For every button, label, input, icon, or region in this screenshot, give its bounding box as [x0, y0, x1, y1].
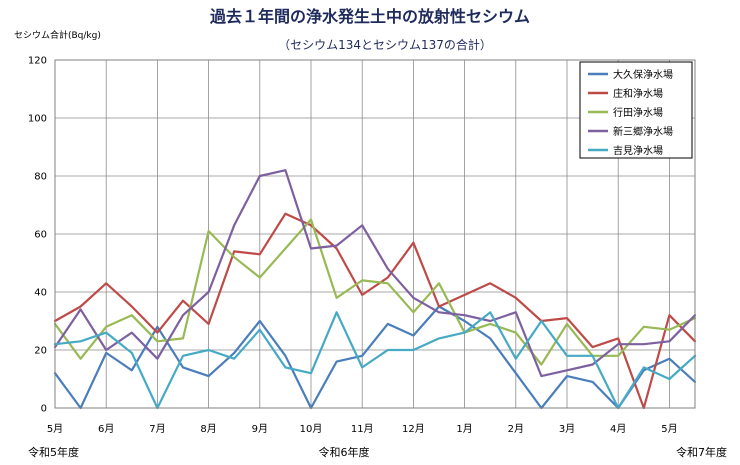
y-tick-label: 120 — [28, 56, 47, 67]
series-line — [53, 212, 697, 410]
gridlines — [54, 59, 695, 409]
plot-area-border — [54, 59, 696, 409]
legend-label: 吉見浄水場 — [613, 144, 663, 157]
y-tick-label: 100 — [28, 114, 47, 125]
legend-label: 大久保浄水場 — [613, 68, 673, 81]
x-tick-label: 7月 — [149, 423, 165, 435]
y-tick-label: 80 — [34, 172, 47, 183]
y-tick-label: 0 — [41, 404, 47, 415]
chart-subtitle: （セシウム134とセシウム137の合計） — [278, 37, 492, 52]
axes: 0 20 40 60 80 100 120 5月 6月 7月 8月 9月 10月 11月 12月 1月 2月 3月… — [28, 56, 727, 460]
series-line — [53, 311, 697, 410]
x-tick-label: 8月 — [200, 423, 216, 435]
y-axis-label: セシウム合計(Bq/kg) — [14, 29, 101, 41]
y-tick-label: 40 — [34, 288, 47, 299]
fiscal-year-label: 令和7年度 — [676, 445, 727, 459]
series-lines — [53, 169, 697, 410]
fiscal-year-label: 令和5年度 — [28, 445, 79, 459]
x-tick-label: 1月 — [456, 423, 472, 435]
x-tick-label: 12月 — [402, 423, 425, 435]
x-tick-label: 11月 — [351, 423, 374, 435]
legend-box — [579, 61, 693, 159]
chart-title: 過去１年間の浄水発生土中の放射性セシウム — [209, 7, 530, 26]
x-tick-label: 5月 — [661, 423, 677, 435]
y-tick-label: 60 — [34, 230, 47, 241]
series-line — [53, 169, 697, 378]
series-line — [53, 305, 697, 410]
legend-label: 行田浄水場 — [613, 106, 663, 119]
legend-label: 新三郷浄水場 — [613, 125, 673, 138]
series-line — [53, 218, 697, 366]
legend-label: 庄和浄水場 — [613, 87, 663, 100]
x-tick-label: 4月 — [610, 423, 626, 435]
y-tick-label: 20 — [34, 346, 47, 357]
x-tick-label: 5月 — [47, 423, 63, 435]
fiscal-year-label: 令和6年度 — [319, 445, 370, 459]
x-tick-label: 9月 — [252, 423, 268, 435]
x-tick-label: 6月 — [98, 423, 114, 435]
x-tick-label: 3月 — [559, 423, 575, 435]
x-tick-label: 2月 — [508, 423, 524, 435]
x-tick-label: 10月 — [300, 423, 323, 435]
